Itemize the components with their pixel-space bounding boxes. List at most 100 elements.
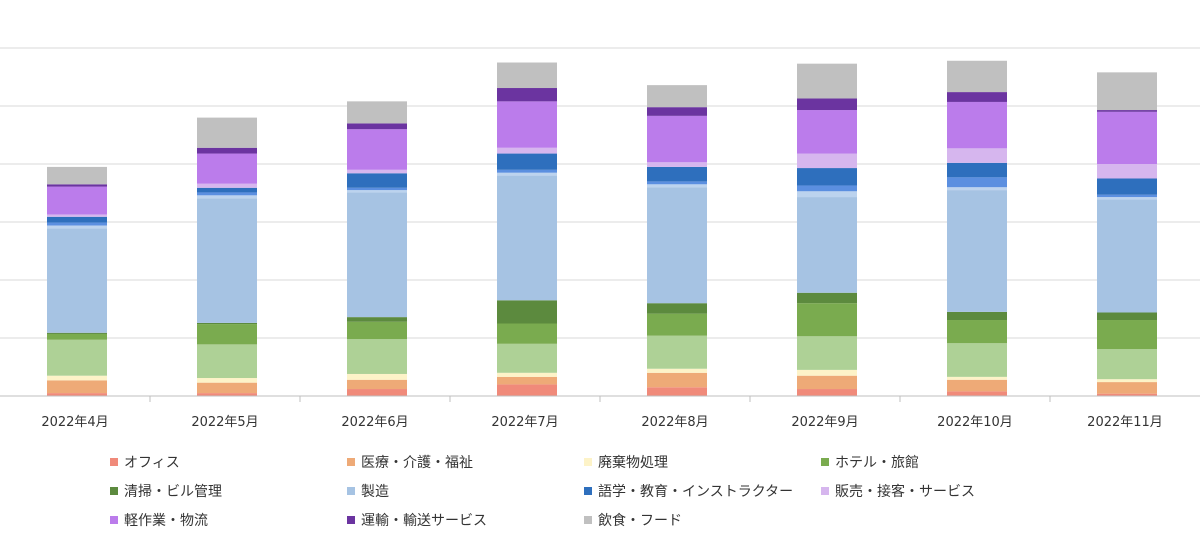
- legend-label: 軽作業・物流: [124, 513, 208, 529]
- bar-segment: [1097, 379, 1157, 383]
- x-tick-labels: 2022年4月 2022年5月 2022年6月 2022年7月 2022年8月 2022年…: [41, 415, 1163, 430]
- bar-segment: [947, 101, 1007, 149]
- bar-segment: [1097, 178, 1157, 195]
- bar-segment: [47, 216, 107, 223]
- bar-segment: [47, 186, 107, 215]
- bar-segment: [347, 190, 407, 193]
- legend-item: 語学・教育・インストラクター: [584, 484, 793, 500]
- bar-segment: [347, 339, 407, 374]
- bar-segment: [347, 129, 407, 170]
- bars: [47, 60, 1157, 396]
- legend-label: オフィス: [124, 455, 180, 471]
- bar-segment: [197, 187, 257, 193]
- bar-stack: [1097, 72, 1157, 396]
- legend-swatch: [347, 487, 355, 495]
- bar-segment: [947, 391, 1007, 396]
- bar-segment: [947, 320, 1007, 344]
- x-tick-label: 2022年5月: [191, 415, 258, 430]
- bar-segment: [947, 148, 1007, 163]
- bar-segment: [647, 181, 707, 185]
- bar-segment: [947, 177, 1007, 188]
- legend-swatch: [110, 516, 118, 524]
- bar-segment: [797, 375, 857, 390]
- bar-segment: [497, 372, 557, 377]
- legend-swatch: [821, 487, 829, 495]
- bar-segment: [47, 225, 107, 229]
- bar-segment: [197, 322, 257, 325]
- legend-item: オフィス: [110, 455, 180, 471]
- x-tick-label: 2022年4月: [41, 415, 108, 430]
- bar-segment: [497, 153, 557, 170]
- bar-segment: [647, 303, 707, 314]
- bar-segment: [497, 172, 557, 176]
- bar-segment: [797, 336, 857, 370]
- grid-lines: [0, 47, 1200, 339]
- legend-swatch: [110, 487, 118, 495]
- x-tick-label: 2022年11月: [1087, 415, 1163, 430]
- legend-item: 製造: [347, 484, 389, 500]
- legend-swatch: [821, 458, 829, 466]
- bar-stack: [47, 166, 107, 396]
- legend-item: 医療・介護・福祉: [347, 454, 473, 471]
- bar-segment: [1097, 312, 1157, 321]
- legend-swatch: [584, 487, 592, 495]
- legend-label: 語学・教育・インストラクター: [598, 484, 793, 500]
- legend-item: 飲食・フード: [584, 512, 682, 529]
- bar-segment: [797, 191, 857, 198]
- bar-segment: [347, 123, 407, 130]
- bar-segment: [47, 228, 107, 333]
- bar-segment: [647, 368, 707, 373]
- bar-segment: [1097, 382, 1157, 394]
- bar-segment: [47, 380, 107, 394]
- bar-segment: [947, 60, 1007, 93]
- bar-segment: [497, 147, 557, 154]
- bar-segment: [347, 379, 407, 390]
- bar-segment: [497, 62, 557, 89]
- bar-segment: [197, 147, 257, 154]
- bar-segment: [647, 85, 707, 108]
- bar-segment: [947, 187, 1007, 191]
- x-tick-label: 2022年7月: [491, 415, 558, 430]
- bar-segment: [47, 339, 107, 376]
- bar-segment: [197, 117, 257, 148]
- legend-swatch: [584, 458, 592, 466]
- bar-segment: [1097, 197, 1157, 200]
- bar-segment: [347, 317, 407, 322]
- bar-segment: [797, 110, 857, 154]
- bar-segment: [497, 169, 557, 173]
- bar-segment: [347, 389, 407, 396]
- bar-segment: [1097, 164, 1157, 179]
- bar-segment: [1097, 111, 1157, 164]
- legend-item: 販売・接客・サービス: [821, 483, 975, 500]
- bar-segment: [497, 343, 557, 373]
- bar-segment: [347, 192, 407, 318]
- bar-segment: [197, 382, 257, 394]
- bar-segment: [197, 198, 257, 323]
- bar-segment: [347, 101, 407, 124]
- bar-segment: [947, 343, 1007, 377]
- legend-item: ホテル・旅館: [821, 454, 919, 471]
- bar-segment: [797, 98, 857, 111]
- bar-stack: [497, 62, 557, 396]
- bar-segment: [1097, 349, 1157, 380]
- bar-stack: [347, 101, 407, 396]
- bar-segment: [1097, 110, 1157, 112]
- bar-segment: [797, 369, 857, 376]
- bar-segment: [947, 376, 1007, 380]
- bar-segment: [797, 185, 857, 192]
- legend-item: 運輸・輸送サービス: [347, 513, 487, 529]
- bar-segment: [797, 292, 857, 304]
- bar-segment: [47, 166, 107, 185]
- bar-segment: [647, 166, 707, 182]
- legend-label: 運輸・輸送サービス: [361, 513, 487, 529]
- bar-segment: [347, 373, 407, 380]
- x-tick-label: 2022年8月: [641, 415, 708, 430]
- bar-segment: [647, 187, 707, 304]
- bar-segment: [497, 384, 557, 396]
- bar-segment: [1097, 194, 1157, 198]
- bar-segment: [47, 222, 107, 226]
- bar-segment: [497, 376, 557, 385]
- bar-segment: [497, 101, 557, 148]
- bar-segment: [197, 378, 257, 383]
